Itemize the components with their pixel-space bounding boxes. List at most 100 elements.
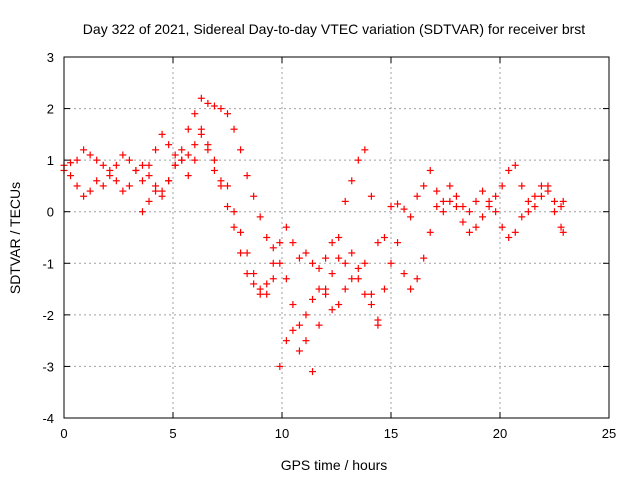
data-point	[387, 259, 395, 267]
data-point	[210, 156, 218, 164]
data-point	[191, 156, 199, 164]
data-point	[145, 161, 153, 169]
data-point	[354, 264, 362, 272]
data-point	[394, 200, 402, 208]
data-point	[295, 347, 303, 355]
data-point	[86, 187, 94, 195]
data-point	[400, 270, 408, 278]
data-point	[518, 213, 526, 221]
data-point	[269, 259, 277, 267]
data-point	[322, 285, 330, 293]
data-point	[119, 187, 127, 195]
data-point	[269, 275, 277, 283]
data-point	[178, 156, 186, 164]
data-point	[263, 290, 271, 298]
data-point	[282, 337, 290, 345]
data-point	[479, 213, 487, 221]
data-point	[420, 182, 428, 190]
data-point	[204, 141, 212, 149]
data-point	[237, 146, 245, 154]
data-point	[531, 192, 539, 200]
data-point	[426, 228, 434, 236]
plot-frame	[63, 56, 610, 419]
data-point	[407, 285, 415, 293]
data-point	[73, 182, 81, 190]
data-point	[492, 208, 500, 216]
data-point	[505, 166, 513, 174]
data-point	[315, 321, 323, 329]
data-point	[374, 321, 382, 329]
data-point	[348, 177, 356, 185]
data-point	[289, 326, 297, 334]
data-point	[250, 192, 258, 200]
data-point	[119, 151, 127, 159]
data-point	[106, 172, 114, 180]
y-tick-label: 2	[47, 102, 54, 117]
data-point	[426, 166, 434, 174]
data-point	[210, 166, 218, 174]
data-point	[309, 295, 317, 303]
x-tick-label: 15	[384, 426, 398, 441]
data-point	[335, 301, 343, 309]
data-point	[276, 259, 284, 267]
data-point	[531, 203, 539, 211]
data-point	[289, 301, 297, 309]
data-point	[367, 301, 375, 309]
data-point	[551, 197, 558, 205]
data-point	[335, 254, 343, 262]
y-tick-label: 1	[47, 153, 54, 168]
data-point	[420, 254, 428, 262]
data-point	[67, 159, 75, 167]
data-point	[315, 264, 323, 272]
data-point	[341, 285, 349, 293]
data-point	[544, 187, 552, 195]
data-point	[354, 156, 362, 164]
data-point	[518, 182, 526, 190]
y-tick-label: 0	[47, 205, 54, 220]
data-point	[511, 161, 519, 169]
data-point	[263, 234, 271, 241]
data-point	[394, 239, 402, 247]
data-point	[361, 259, 369, 267]
data-point	[511, 228, 519, 236]
x-axis-label: GPS time / hours	[281, 457, 388, 473]
data-point	[99, 161, 107, 169]
data-point	[250, 280, 258, 288]
data-point	[171, 151, 179, 159]
data-point	[452, 192, 460, 200]
data-point	[413, 192, 421, 200]
data-point	[433, 187, 441, 195]
data-point	[433, 203, 441, 211]
data-point	[178, 146, 186, 154]
data-point	[230, 208, 238, 216]
data-point	[224, 182, 231, 190]
data-point	[322, 254, 330, 262]
data-point	[93, 156, 101, 164]
data-point	[498, 182, 506, 190]
data-point	[551, 208, 558, 216]
data-point	[158, 130, 166, 138]
data-point	[354, 275, 362, 283]
data-point	[282, 223, 290, 231]
data-point	[439, 197, 447, 205]
data-point	[367, 192, 375, 200]
data-point	[204, 99, 212, 107]
data-point	[125, 156, 133, 164]
data-point	[145, 197, 153, 205]
x-tick-label: 20	[493, 426, 507, 441]
data-point	[289, 239, 297, 247]
data-point	[302, 337, 310, 345]
data-point	[361, 146, 369, 154]
data-point	[80, 192, 88, 200]
data-point	[439, 208, 447, 216]
data-point	[559, 228, 567, 236]
data-point	[446, 182, 454, 190]
data-point	[309, 368, 317, 376]
data-point	[302, 249, 310, 257]
data-point	[309, 259, 317, 267]
data-point	[465, 208, 473, 216]
data-point	[112, 177, 120, 185]
x-tick-label: 0	[60, 426, 67, 441]
data-point	[184, 151, 192, 159]
